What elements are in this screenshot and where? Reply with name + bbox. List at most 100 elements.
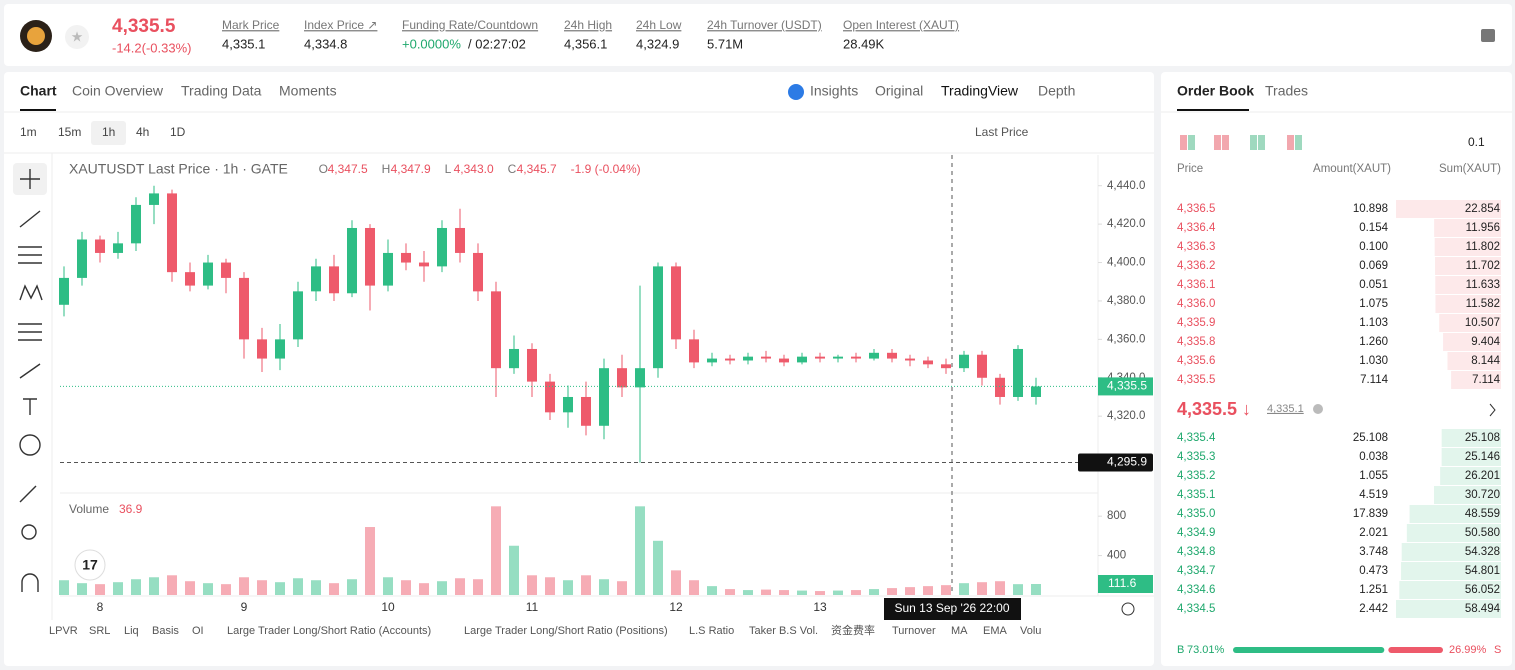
- tab[interactable]: Chart: [20, 83, 57, 99]
- brush-tool[interactable]: [19, 363, 41, 379]
- layout-icon[interactable]: [1287, 135, 1294, 150]
- book-price: 4,335.6: [1177, 355, 1215, 367]
- emoji-tool[interactable]: [19, 434, 41, 456]
- candle-body: [581, 396, 591, 426]
- indicator-tab[interactable]: Turnover: [892, 625, 936, 637]
- candle-body: [455, 227, 465, 253]
- text-tool[interactable]: [23, 398, 37, 415]
- candle-body: [1013, 348, 1023, 397]
- book-amount: 4.519: [1359, 489, 1388, 501]
- view-tab[interactable]: Original: [875, 83, 923, 99]
- view-tab[interactable]: Insights: [810, 83, 858, 99]
- interval[interactable]: 15m: [58, 125, 81, 139]
- candle-body: [761, 356, 771, 359]
- layout-icon[interactable]: [1214, 135, 1221, 150]
- indicator-tab[interactable]: 资金费率: [831, 623, 875, 637]
- settings-icon[interactable]: [1121, 602, 1135, 616]
- x-tick-label: 10: [381, 600, 395, 614]
- legend-key: C: [508, 162, 517, 176]
- volume-bar: [149, 577, 159, 595]
- interval[interactable]: 4h: [136, 125, 149, 139]
- volume-bar: [923, 586, 933, 595]
- candle-body: [437, 227, 447, 267]
- tab[interactable]: Coin Overview: [72, 83, 164, 99]
- interval[interactable]: 1h: [102, 125, 115, 139]
- indicator-tab[interactable]: SRL: [89, 625, 110, 637]
- book-sum: 58.494: [1465, 603, 1501, 615]
- depth-step[interactable]: 0.1: [1468, 135, 1485, 149]
- indicator-tab[interactable]: EMA: [983, 625, 1008, 637]
- indicator-tab[interactable]: OI: [192, 625, 204, 637]
- line-tool[interactable]: [19, 210, 41, 228]
- chevron[interactable]: [1489, 403, 1496, 417]
- book-amount: 0.473: [1359, 565, 1388, 577]
- crosshair-tool[interactable]: [20, 169, 40, 189]
- indicator-tab[interactable]: Large Trader Long/Short Ratio (Accounts): [227, 625, 431, 637]
- interval[interactable]: 1D: [170, 125, 186, 139]
- depth-bar: [1443, 333, 1501, 351]
- indicator-tab[interactable]: Large Trader Long/Short Ratio (Positions…: [464, 625, 668, 637]
- magnet-tool[interactable]: [21, 573, 39, 592]
- volume-bar: [419, 583, 429, 595]
- volume-bar: [941, 585, 951, 595]
- book-amount: 2.442: [1359, 603, 1388, 615]
- indicator-tab[interactable]: Liq: [124, 625, 139, 637]
- indicator-tab[interactable]: Volu: [1020, 625, 1041, 637]
- indicator-tab[interactable]: Basis: [152, 625, 179, 637]
- book-sum: 10.507: [1465, 317, 1500, 329]
- notes-icon[interactable]: [1481, 29, 1495, 42]
- projection-tool[interactable]: [18, 323, 42, 341]
- candle-body: [131, 204, 141, 244]
- layout-icon[interactable]: [1295, 135, 1302, 150]
- zoom-tool[interactable]: [21, 524, 37, 540]
- candle-body: [617, 368, 627, 388]
- ruler-tool[interactable]: [19, 485, 37, 503]
- book-tab[interactable]: Trades: [1265, 83, 1308, 99]
- volume-bar: [401, 580, 411, 595]
- book-price: 4,335.4: [1177, 432, 1216, 444]
- indicator-tab[interactable]: MA: [951, 625, 968, 637]
- candle-body: [59, 277, 69, 305]
- layout-icon[interactable]: [1180, 135, 1187, 150]
- indicator-tab[interactable]: L.S Ratio: [689, 625, 734, 637]
- interval[interactable]: 1m: [20, 125, 37, 139]
- book-sum: 11.633: [1466, 279, 1500, 291]
- header: 4,335.5 -14.2(-0.33%): [112, 16, 191, 55]
- favorite[interactable]: [65, 25, 89, 49]
- book-sum: 11.582: [1466, 298, 1500, 310]
- candle-body: [383, 252, 393, 286]
- view-tab[interactable]: Depth: [1038, 83, 1075, 99]
- fib-tool[interactable]: [18, 246, 42, 264]
- candle-body: [671, 266, 681, 340]
- layout-icon[interactable]: [1188, 135, 1195, 150]
- stat-label: Index Price ↗: [304, 18, 377, 32]
- star[interactable]: ★: [71, 29, 84, 45]
- candle-body: [689, 339, 699, 363]
- indicator-tab[interactable]: LPVR: [49, 625, 78, 637]
- pattern-tool[interactable]: [19, 284, 43, 301]
- legend-key: O: [319, 162, 328, 176]
- indicator-tab[interactable]: Taker B.S Vol.: [749, 625, 818, 637]
- volume-bar: [851, 590, 861, 595]
- last-price-label: 4,335.5: [1107, 379, 1147, 393]
- volume-bar: [365, 527, 375, 595]
- book-tab[interactable]: Order Book: [1177, 83, 1254, 99]
- book-amount: 0.038: [1359, 451, 1388, 463]
- book-sum: 22.854: [1465, 203, 1501, 215]
- header-panel: [4, 4, 1512, 66]
- depth-bar: [1396, 200, 1501, 218]
- layout-icon[interactable]: [1250, 135, 1257, 150]
- tab[interactable]: Trading Data: [181, 83, 262, 99]
- layout-icon[interactable]: [1258, 135, 1265, 150]
- stat-extra: / 02:27:02: [468, 36, 526, 51]
- book-amount: 1.260: [1359, 336, 1388, 348]
- candle-body: [653, 266, 663, 369]
- candle-body: [311, 266, 321, 292]
- tab[interactable]: Moments: [279, 83, 337, 99]
- price-type[interactable]: Last Price: [975, 125, 1029, 139]
- book-price: 4,334.5: [1177, 603, 1215, 615]
- layout-icon[interactable]: [1222, 135, 1229, 150]
- candle-body: [113, 243, 123, 253]
- view-tab[interactable]: TradingView: [941, 83, 1019, 99]
